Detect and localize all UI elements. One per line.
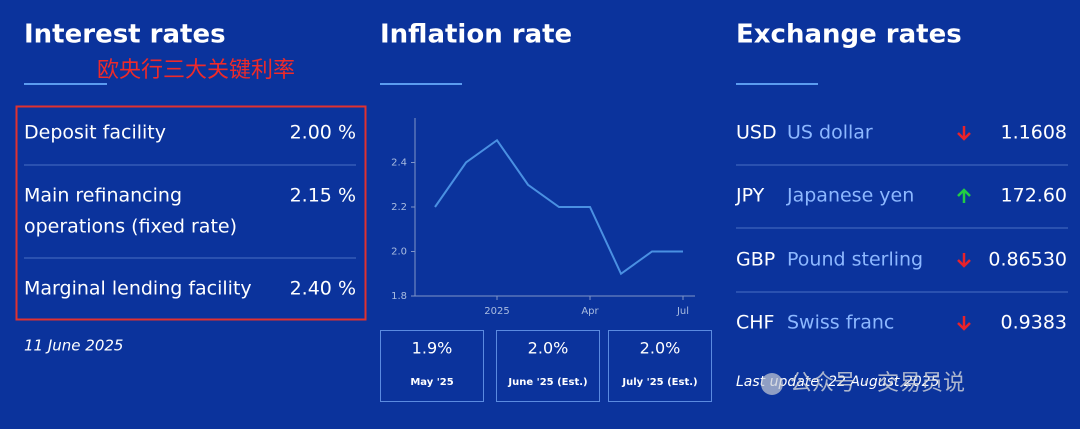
- stat-value: 2.0%: [528, 339, 569, 358]
- rate-label: Main refinancing: [24, 185, 182, 207]
- currency-value: 0.9383: [1001, 312, 1067, 334]
- rate-value: 2.00 %: [290, 122, 356, 144]
- last-update: Last update: 22 August 2025: [736, 374, 940, 390]
- arrow-up: [957, 188, 971, 203]
- x-tick-label: Jul: [676, 306, 689, 317]
- currency-name[interactable]: US dollar: [787, 122, 873, 144]
- x-tick-label: Apr: [581, 306, 599, 317]
- currency-value: 0.86530: [988, 249, 1067, 271]
- line-chart: 1.8 2.0 2.2 2.4 2025 Apr Jul: [391, 118, 695, 317]
- line: [434, 138, 683, 276]
- currency-value: 1.1608: [1001, 122, 1067, 144]
- rate-label: Marginal lending facility: [24, 278, 252, 300]
- currency-code: CHF: [736, 312, 774, 334]
- annotation: 欧央行三大关键利率: [97, 58, 295, 83]
- y-tick-label: 2.0: [391, 247, 407, 258]
- rate-label: operations (fixed rate): [24, 216, 237, 238]
- panel-title: Exchange rates: [736, 20, 962, 50]
- arrow-down: [957, 126, 971, 141]
- rate-label: Deposit facility: [24, 122, 166, 144]
- stat-value: 2.0%: [640, 339, 681, 358]
- watermark: 公众号 · 交易员说: [790, 371, 965, 396]
- date: 11 June 2025: [24, 337, 123, 355]
- currency-name[interactable]: Swiss franc: [787, 312, 894, 334]
- stat-box: [496, 330, 600, 402]
- highlight-box: [15, 105, 367, 321]
- x-tick-label: 2025: [484, 306, 509, 317]
- rate-value: 2.40 %: [290, 278, 356, 300]
- currency-value: 172.60: [1001, 185, 1067, 207]
- rate-value: 2.15 %: [290, 185, 356, 207]
- panel-title: Inflation rate: [380, 20, 572, 50]
- stat-value: 1.9%: [412, 339, 453, 358]
- stat-label: May '25: [410, 377, 453, 388]
- stat-label: July '25 (Est.): [621, 377, 697, 388]
- stat-box: [380, 330, 484, 402]
- stat-label: June '25 (Est.): [507, 377, 587, 388]
- currency-code: USD: [736, 122, 777, 144]
- currency-code: JPY: [735, 185, 765, 207]
- currency-name[interactable]: Japanese yen: [786, 185, 914, 207]
- currency-code: GBP: [736, 249, 775, 271]
- arrow-down: [957, 253, 971, 268]
- stat-box: [608, 330, 712, 402]
- arrow-down: [957, 316, 971, 331]
- watermark-icon: [761, 373, 783, 395]
- panel-title: Interest rates: [24, 20, 226, 50]
- y-tick-label: 2.2: [391, 202, 407, 213]
- y-tick-label: 1.8: [391, 291, 407, 302]
- y-tick-label: 2.4: [391, 158, 407, 169]
- currency-name[interactable]: Pound sterling: [787, 249, 923, 271]
